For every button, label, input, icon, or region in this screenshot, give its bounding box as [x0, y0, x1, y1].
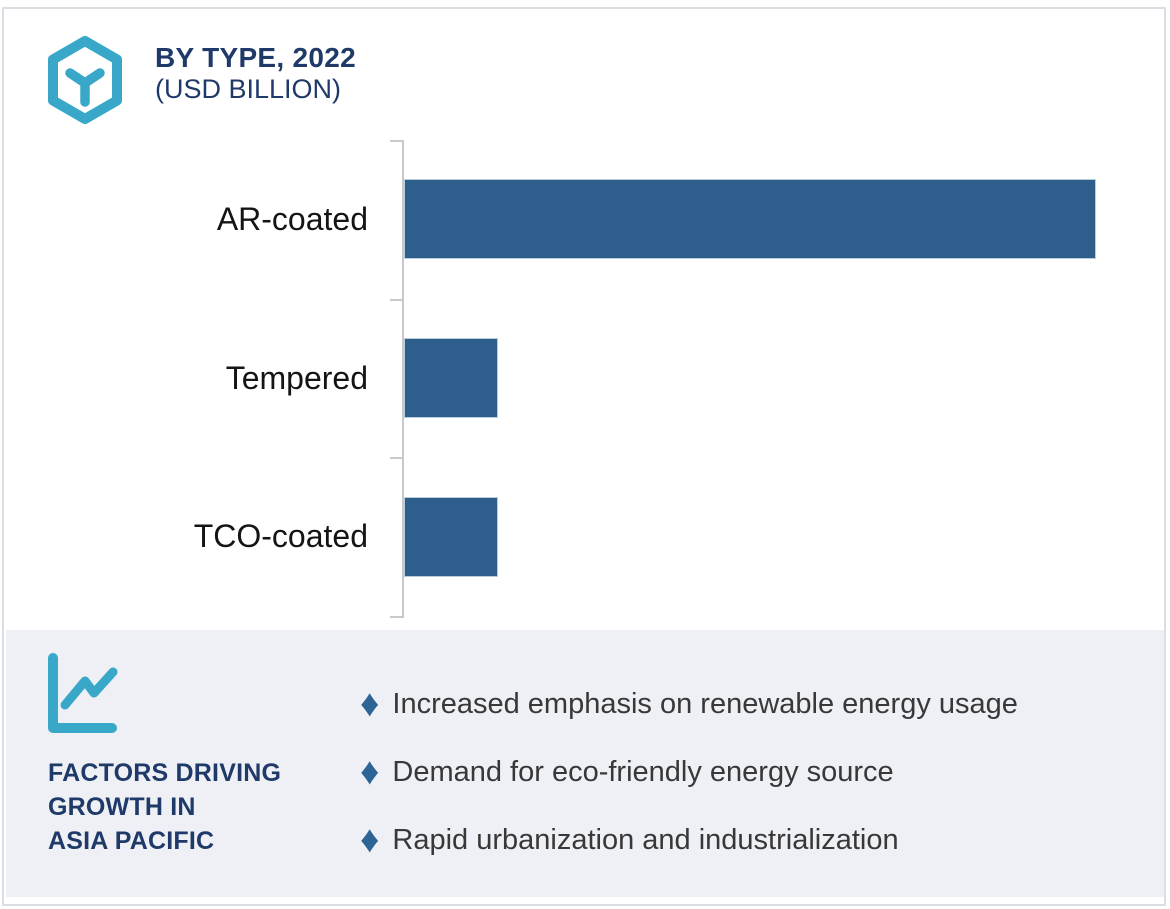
- diamond-bullet-icon: ♦: [360, 819, 380, 861]
- bullet-text: Increased emphasis on renewable energy u…: [392, 687, 1018, 720]
- bar-label: Tempered: [225, 360, 368, 396]
- factors-title-line-1: FACTORS DRIVING: [48, 759, 282, 787]
- bar-plot: AR-coated Tempered TCO-coated: [193, 140, 1096, 618]
- factors-panel: [6, 630, 1164, 897]
- diamond-bullet-icon: ♦: [360, 751, 380, 793]
- hexagon-y-logo-icon: [48, 36, 122, 124]
- bullet-text: Rapid urbanization and industrialization: [392, 823, 899, 856]
- bar-label: AR-coated: [216, 201, 368, 237]
- line-chart-icon: [48, 653, 118, 733]
- page-subtitle: (USD BILLION): [155, 74, 342, 104]
- bar-tco-coated: [404, 497, 498, 577]
- bar-tempered: [404, 338, 498, 418]
- factors-title-line-3: ASIA PACIFIC: [48, 827, 215, 855]
- bar-ar-coated: [404, 179, 1096, 259]
- bullet-item: ♦ Demand for eco-friendly energy source: [360, 753, 894, 791]
- bar-label: TCO-coated: [193, 518, 368, 554]
- axis-tick: [390, 299, 403, 301]
- axis-tick: [390, 616, 403, 618]
- factors-title: FACTORS DRIVING GROWTH IN ASIA PACIFIC: [48, 756, 281, 858]
- axis-tick: [390, 140, 403, 142]
- axis-line: [402, 140, 404, 618]
- bullet-item: ♦ Rapid urbanization and industrializati…: [360, 821, 899, 859]
- diamond-bullet-icon: ♦: [360, 683, 380, 725]
- page-title: BY TYPE, 2022: [155, 42, 357, 73]
- bullet-text: Demand for eco-friendly energy source: [392, 755, 894, 788]
- bullet-item: ♦ Increased emphasis on renewable energy…: [360, 685, 1018, 723]
- axis-tick: [390, 457, 403, 459]
- factors-title-line-2: GROWTH IN: [48, 793, 196, 821]
